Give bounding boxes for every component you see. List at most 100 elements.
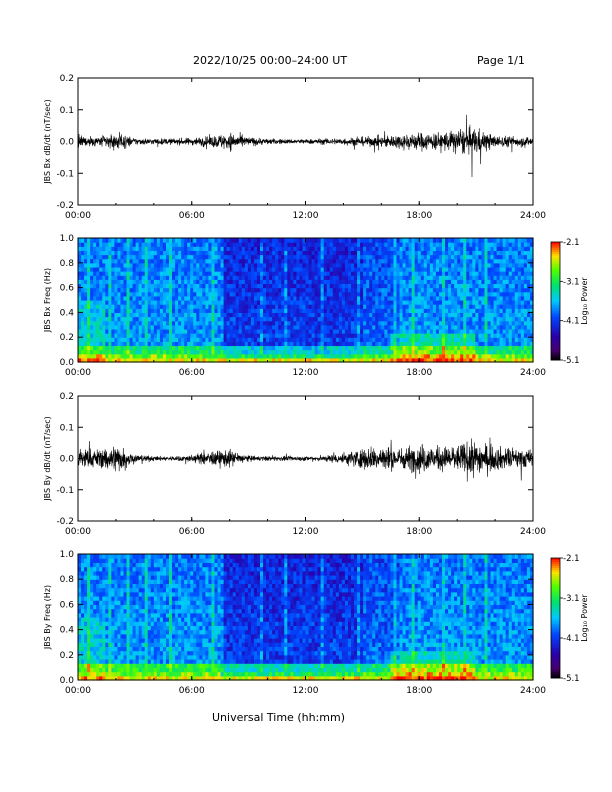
spectrogram-cell <box>529 300 534 305</box>
spectrogram-cell <box>323 254 328 260</box>
spectrogram-cell <box>196 349 200 355</box>
spectrogram-cell <box>417 275 422 280</box>
spectrogram-cell <box>187 246 191 251</box>
spectrogram-cell <box>320 254 325 260</box>
spectrogram-cell <box>211 266 216 272</box>
spectrogram-cell <box>408 345 413 351</box>
spectrogram-cell <box>481 345 486 351</box>
spectrogram-cell <box>487 266 492 272</box>
spectrogram-cell <box>238 328 243 334</box>
spectrogram-cell <box>411 246 416 251</box>
spectrogram-cell <box>335 357 340 363</box>
spectrogram-cell <box>523 333 528 338</box>
spectrogram-cell <box>241 283 246 289</box>
spectrogram-cell <box>144 242 149 247</box>
spectrogram-cell <box>247 316 252 322</box>
spectrogram-cell <box>396 341 401 347</box>
spectrogram-cell <box>269 275 273 280</box>
spectrogram-cell <box>105 283 109 289</box>
spectrogram-cell <box>78 663 82 668</box>
spectrogram-cell <box>381 295 385 301</box>
spectrogram-cell <box>526 266 531 272</box>
spectrogram-cell <box>214 295 219 301</box>
spectrogram-cell <box>478 279 483 285</box>
spectrogram-cell <box>284 337 288 342</box>
spectrogram-cell <box>366 328 370 334</box>
spectrogram-cell <box>184 345 188 351</box>
spectrogram-cell <box>399 308 404 313</box>
spectrogram-cell <box>351 304 355 309</box>
spectrogram-cell <box>454 258 458 264</box>
spectrogram-cell <box>393 266 398 272</box>
spectrogram-cell <box>429 333 434 338</box>
spectrogram-cell <box>132 291 137 297</box>
spectrogram-cell <box>463 349 467 355</box>
spectrogram-cell <box>432 353 437 359</box>
y-axis-label-frequency: JBS Bx Freq (Hz) <box>43 268 52 333</box>
spectrogram-cell <box>393 357 398 363</box>
spectrogram-cell <box>129 271 134 276</box>
spectrogram-cell <box>111 333 115 338</box>
spectrogram-cell <box>423 300 428 305</box>
spectrogram-cell <box>372 312 376 318</box>
spectrogram-cell <box>123 291 128 297</box>
spectrogram-cell <box>423 304 428 309</box>
spectrogram-cell <box>375 349 379 355</box>
spectrogram-cell <box>341 271 346 276</box>
spectrogram-cell <box>96 341 100 347</box>
spectrogram-cell <box>402 353 407 359</box>
spectrogram-cell <box>454 242 458 247</box>
spectrogram-cell <box>111 320 115 326</box>
spectrogram-cell <box>129 308 134 313</box>
spectrogram-cell <box>108 275 112 280</box>
spectrogram-cell <box>196 275 200 280</box>
spectrogram-cell <box>338 308 343 313</box>
spectrogram-cell <box>466 333 470 338</box>
spectrogram-cell <box>372 316 376 322</box>
spectrogram-cell <box>438 262 443 268</box>
spectrogram-cell <box>399 312 404 318</box>
spectrogram-cell <box>229 357 234 363</box>
spectrogram-cell <box>96 312 100 318</box>
spectrogram-cell <box>247 279 252 285</box>
spectrogram-cell <box>390 275 395 280</box>
spectrogram-cell <box>132 349 137 355</box>
spectrogram-cell <box>272 266 276 272</box>
spectrogram-cell <box>302 283 307 289</box>
spectrogram-cell <box>214 304 219 309</box>
spectrogram-cell <box>466 337 470 342</box>
spectrogram-cell <box>135 337 140 342</box>
spectrogram-cell <box>445 312 449 318</box>
spectrogram-cell <box>141 262 146 268</box>
spectrogram-cell <box>263 266 267 272</box>
spectrogram-cell <box>384 300 388 305</box>
spectrogram-cell <box>329 337 334 342</box>
spectrogram-cell <box>478 287 483 293</box>
spectrogram-cell <box>281 304 285 309</box>
spectrogram-cell <box>484 349 489 355</box>
spectrogram-cell <box>354 304 358 309</box>
spectrogram-cell <box>305 271 310 276</box>
spectrogram-cell <box>523 312 528 318</box>
spectrogram-cell <box>529 320 534 326</box>
spectrogram-cell <box>505 324 510 330</box>
spectrogram-cell <box>275 271 279 276</box>
spectrogram-cell <box>341 283 346 289</box>
spectrogram-cell <box>314 275 319 280</box>
x-tick-label: 06:00 <box>179 211 205 221</box>
spectrogram-cell <box>235 316 240 322</box>
spectrogram-cell <box>162 295 167 301</box>
spectrogram-cell <box>408 320 413 326</box>
spectrogram-cell <box>199 308 203 313</box>
spectrogram-cell <box>266 287 270 293</box>
spectrogram-cell <box>93 258 97 264</box>
spectrogram-cell <box>223 275 228 280</box>
spectrogram-cell <box>235 258 240 264</box>
spectrogram-cell <box>469 349 473 355</box>
spectrogram-cell <box>232 271 237 276</box>
spectrogram-cell <box>96 238 100 243</box>
spectrogram-cell <box>84 242 88 247</box>
spectrogram-cell <box>78 291 82 297</box>
spectrogram-cell <box>442 254 446 260</box>
spectrogram-cell <box>178 349 182 355</box>
